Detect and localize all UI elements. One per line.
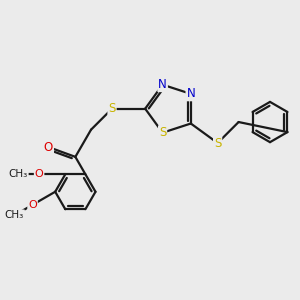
- Text: N: N: [158, 78, 167, 91]
- Text: S: S: [108, 102, 116, 115]
- Text: O: O: [28, 200, 37, 210]
- Text: CH₃: CH₃: [5, 210, 24, 220]
- Text: O: O: [35, 169, 44, 179]
- Text: S: S: [159, 126, 166, 139]
- Text: N: N: [186, 87, 195, 101]
- Text: O: O: [44, 141, 53, 154]
- Text: S: S: [214, 136, 221, 149]
- Text: CH₃: CH₃: [8, 169, 28, 179]
